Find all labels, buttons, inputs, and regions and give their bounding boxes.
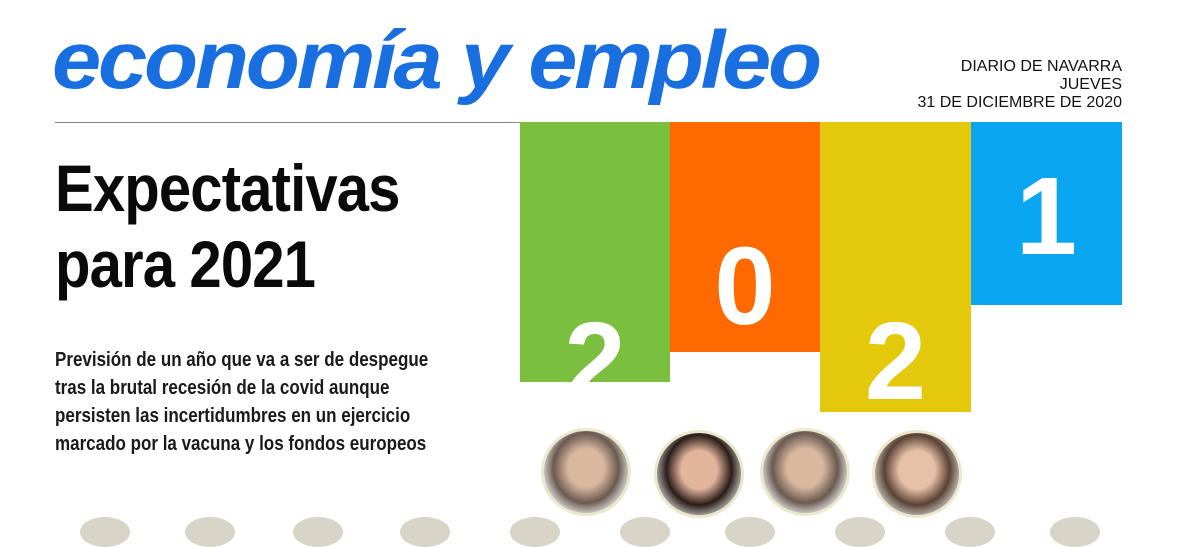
deck-line: tras la brutal recesión de la covid aunq… — [55, 377, 390, 399]
deck-line: persisten las incertidumbres en un ejerc… — [55, 405, 411, 427]
portrait-photo — [945, 517, 995, 547]
issue-date: 31 DE DICIEMBRE DE 2020 — [917, 94, 1122, 111]
portrait-photo — [80, 517, 130, 547]
portrait-photo — [654, 430, 744, 518]
deck-line: marcado por la vacuna y los fondos europ… — [55, 433, 427, 455]
portrait-photo — [760, 428, 850, 516]
year-digit: 2 — [564, 300, 626, 383]
year-block-green: 2 — [520, 122, 670, 382]
year-digit: 0 — [714, 225, 776, 348]
portrait-photo — [541, 428, 631, 516]
portrait-photo — [835, 517, 885, 547]
portrait-photo — [185, 517, 235, 547]
deck-line: Previsión de un año que va a ser de desp… — [55, 349, 429, 371]
year-block-orange: 0 — [670, 122, 820, 352]
portrait-photo — [510, 517, 560, 547]
year-digit: 1 — [1015, 155, 1078, 278]
headline: Expectativas para 2021 — [55, 150, 400, 302]
publication-meta: DIARIO DE NAVARRA JUEVES 31 DE DICIEMBRE… — [917, 58, 1122, 112]
year-digit: 2 — [864, 300, 927, 413]
portrait-photo — [872, 430, 962, 518]
portrait-photo — [293, 517, 343, 547]
article-deck: Previsión de un año que va a ser de desp… — [55, 346, 438, 458]
year-block-yellow: 2 — [820, 122, 971, 412]
headline-line: para 2021 — [55, 227, 316, 301]
year-block-blue: 1 — [971, 122, 1122, 305]
portrait-photo — [400, 517, 450, 547]
section-title: economía y empleo — [52, 15, 822, 106]
portrait-photo — [1050, 517, 1100, 547]
headline-line: Expectativas — [55, 151, 400, 225]
newspaper-name: DIARIO DE NAVARRA — [960, 58, 1122, 75]
portrait-photo — [620, 517, 670, 547]
weekday: JUEVES — [1059, 76, 1122, 93]
portrait-photo — [725, 517, 775, 547]
